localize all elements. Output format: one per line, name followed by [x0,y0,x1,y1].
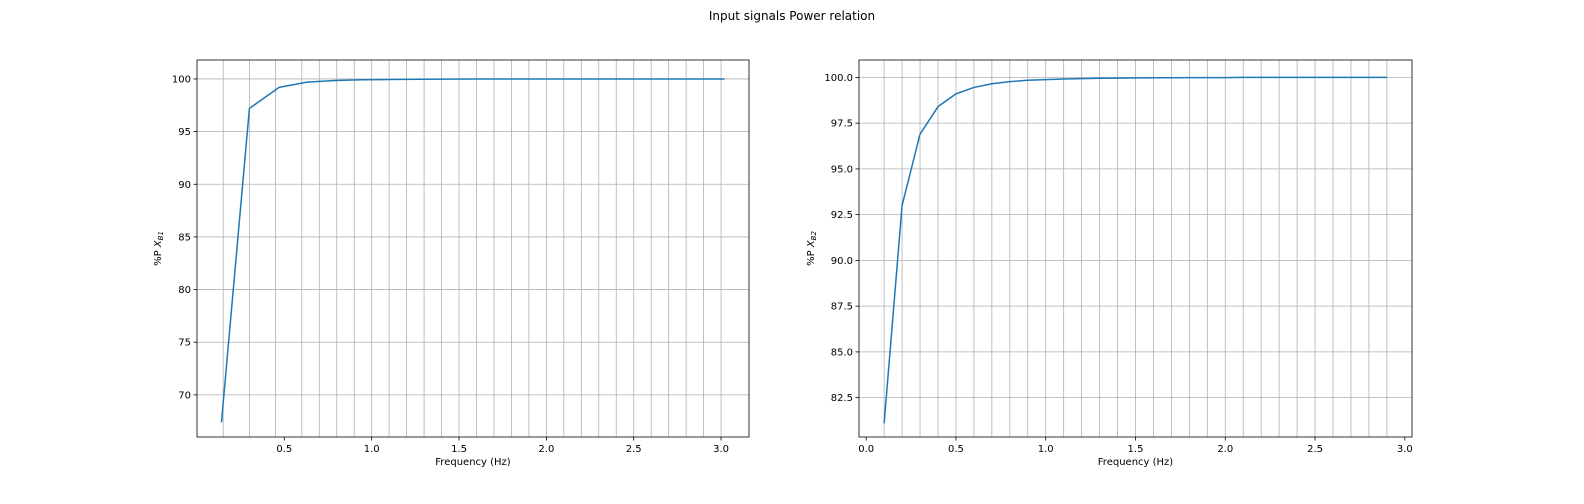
right-x-tick-label: 2.5 [1307,444,1323,455]
right-y-axis-label-prefix: %P [806,247,817,266]
left-x-tick-label: 1.0 [364,444,380,455]
left-x-tick-label: 2.5 [626,444,642,455]
left-y-axis-label-prefix: %P [153,247,164,266]
right-y-tick-label: 100.0 [824,73,853,84]
right-x-tick-label: 2.0 [1217,444,1233,455]
right-x-tick-label: 0.0 [858,444,874,455]
left-x-tick-label: 0.5 [276,444,292,455]
left-y-axis-label-var: X [153,239,164,248]
right-plot: 0.0 0.5 1.0 1.5 2.0 2.5 3.0 82.5 85.0 87.5 90.0 92.… [806,59,1413,468]
right-y-axis-label-var: X [806,239,817,248]
left-y-tick-label: 85 [178,232,191,243]
left-x-tick-label: 1.5 [451,444,467,455]
left-plot: 0.5 1.0 1.5 2.0 2.5 3.0 70 75 80 85 90 95 100 Frequen… [153,59,750,468]
right-y-tick-label: 97.5 [831,119,853,130]
right-x-tick-label: 1.0 [1038,444,1054,455]
right-y-tick-label: 95.0 [831,164,853,175]
right-y-tick-label: 85.0 [831,347,853,358]
right-y-tick-label: 92.5 [831,210,853,221]
left-x-tick-label: 3.0 [713,444,729,455]
left-y-axis-label: %P XB1 [153,231,165,266]
right-x-tick-label: 3.0 [1397,444,1413,455]
right-x-axis-label: Frequency (Hz) [1098,457,1174,468]
right-y-axis-label: %P XB2 [806,231,818,266]
right-y-tick-label: 90.0 [831,256,853,267]
figure-suptitle: Input signals Power relation [709,9,875,23]
left-plot-frame [196,59,750,438]
right-x-tick-label: 0.5 [948,444,964,455]
right-x-tick-label: 1.5 [1128,444,1144,455]
right-y-tick-label: 87.5 [831,302,853,313]
left-y-tick-label: 90 [178,180,191,191]
left-x-axis-label: Frequency (Hz) [435,457,511,468]
left-y-tick-label: 100 [172,74,191,85]
left-y-tick-label: 80 [178,285,191,296]
left-series-line [220,78,725,423]
left-y-tick-label: 95 [178,127,191,138]
right-y-tick-label: 82.5 [831,393,853,404]
left-x-tick-label: 2.0 [538,444,554,455]
left-y-tick-label: 75 [178,338,191,349]
left-y-axis-label-subscript: B1 [157,231,165,240]
left-y-tick-label: 70 [178,390,191,401]
right-series-line [883,76,1387,424]
right-y-axis-label-subscript: B2 [810,231,818,241]
